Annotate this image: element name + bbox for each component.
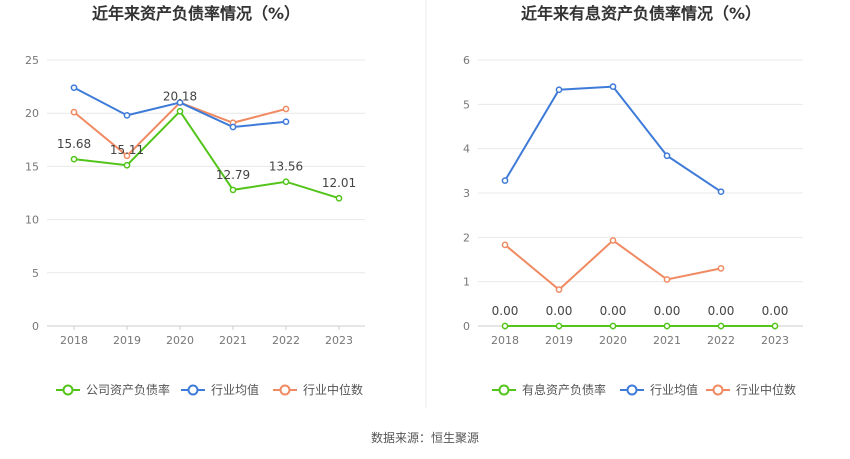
chart-1-x-tick-label: 2022 [272,334,300,347]
chart-2-y-tick-label: 1 [463,276,470,289]
chart-1-title: 近年来资产负债率情况（%） [92,4,300,23]
chart-2-series-1-point [555,322,563,330]
chart-2-series-2-point [663,152,671,160]
chart-1-x-tick-label: 2023 [325,334,353,347]
chart-2-data-label: 0.00 [708,304,735,318]
chart-1-series-3-point [123,152,131,160]
chart-1-y-tick-label: 15 [25,160,39,173]
chart-2-series-1-point [717,322,725,330]
chart-1-series-1-point [229,186,237,194]
chart-2-series-3-point [717,265,725,272]
chart-1-data-label: 13.56 [269,160,303,174]
chart-1-series-2-point [282,118,290,126]
chart-1-series-1-point [282,178,290,186]
chart-1-series-3-point [70,108,78,116]
chart-1-series-1-point [335,194,343,202]
chart-2-series-3-point [555,286,563,293]
chart-1-series-1-point [176,107,184,115]
chart-2-data-label: 0.00 [654,304,681,318]
chart-1-y-tick-label: 0 [32,320,39,333]
chart-1-y-tick-label: 25 [25,54,39,67]
chart-2-series-1-point [501,322,509,330]
chart-1-legend-label: 行业均值 [211,382,259,397]
chart-1-y-tick-label: 5 [32,267,39,280]
chart-2-y-tick-label: 4 [463,143,470,156]
chart-2-title: 近年来有息资产负债率情况（%） [521,4,761,23]
chart-2-data-label: 0.00 [492,304,519,318]
chart-1-series-2-point [176,99,184,106]
chart-2-series-2-point [609,83,617,90]
chart-1-data-label: 12.01 [322,176,356,190]
chart-2-series-3-point [663,276,671,283]
chart-1-series-1-point [70,155,78,163]
chart-2-legend-label: 行业均值 [650,382,698,397]
chart-1-series-3-point [282,105,290,113]
chart-2-x-tick-label: 2023 [761,334,789,347]
chart-1-x-tick-label: 2021 [219,334,247,347]
chart-1-data-label: 15.11 [110,143,144,157]
chart-2-x-tick-label: 2022 [707,334,735,347]
chart-1-data-label: 15.68 [57,137,91,151]
chart-2-legend-label: 有息资产负债率 [522,382,606,397]
chart-2-y-tick-label: 3 [463,187,470,200]
data-source-note: 数据来源：恒生聚源 [371,430,479,445]
chart-2-series-2-point [501,177,509,184]
chart-2-data-label: 0.00 [600,304,627,318]
chart-1-x-tick-label: 2018 [60,334,88,347]
chart-2-y-tick-label: 0 [463,320,470,333]
chart-1-series-1-point [123,161,131,169]
chart-2-y-tick-label: 2 [463,231,470,244]
chart-2-legend-swatch-marker [712,384,724,396]
chart-2-series-2-point [717,188,725,196]
chart-1-x-tick-label: 2020 [166,334,194,347]
chart-1-legend-swatch-marker [279,384,291,396]
chart-2-series-1-point [771,322,779,330]
chart-1-legend-swatch-marker [62,384,74,396]
chart-1-data-label: 12.79 [216,168,250,182]
chart-1-legend-label: 公司资产负债率 [86,382,170,397]
chart-2-series-2-line [504,85,722,193]
chart-1-legend-label: 行业中位数 [303,382,363,397]
chart-2-series-3-point [609,237,617,244]
chart-1-x-tick-label: 2019 [113,334,141,347]
chart-2-data-label: 0.00 [546,304,573,318]
chart-2-y-tick-label: 6 [463,54,470,67]
chart-2-series-2-point [555,86,563,94]
chart-2-series-1-point [609,322,617,330]
chart-1-series-2-point [229,123,237,131]
chart-2-data-label: 0.00 [762,304,789,318]
chart-2-x-tick-label: 2020 [599,334,627,347]
chart-2-x-tick-label: 2018 [491,334,519,347]
chart-1-data-label: 20.18 [163,89,197,103]
chart-1-series-1-line [73,109,340,200]
chart-2-series-1-point [663,322,671,330]
chart-2-legend-swatch-marker [626,384,638,396]
chart-1-y-tick-label: 10 [25,214,39,227]
chart-2-x-tick-label: 2021 [653,334,681,347]
chart-2-y-tick-label: 5 [463,98,470,111]
chart-1-series-2-point [70,84,78,92]
chart-1-series-2-point [123,111,131,119]
chart-2-x-tick-label: 2019 [545,334,573,347]
chart-1-y-tick-label: 20 [25,107,39,120]
chart-2-legend-swatch-marker [498,384,510,396]
chart-1-legend-swatch-marker [187,384,199,396]
chart-2-series-3-line [504,239,722,291]
chart-2-series-3-point [501,241,509,249]
chart-2-legend-label: 行业中位数 [736,382,796,397]
